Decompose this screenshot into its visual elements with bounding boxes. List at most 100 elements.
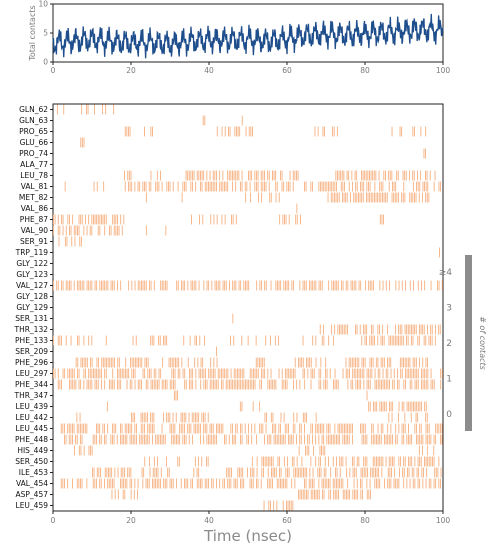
- contact-mark: [185, 478, 187, 489]
- contact-mark: [165, 379, 166, 390]
- contact-mark: [206, 280, 208, 291]
- residue-label: GLY_128: [16, 292, 48, 301]
- contact-mark: [156, 170, 158, 181]
- contact-mark: [298, 467, 300, 478]
- top-y-tick-label: 5: [43, 29, 48, 38]
- contact-mark: [355, 368, 357, 379]
- contact-mark: [353, 192, 355, 203]
- contact-mark: [152, 467, 154, 478]
- contact-mark: [224, 126, 226, 137]
- contact-mark: [182, 423, 184, 434]
- contact-mark: [61, 335, 62, 346]
- contact-mark: [214, 280, 216, 291]
- contact-mark: [250, 192, 251, 203]
- contact-mark: [315, 357, 317, 368]
- contact-mark: [408, 456, 409, 467]
- contact-mark: [349, 368, 350, 379]
- contact-mark: [112, 280, 114, 291]
- contact-mark: [317, 489, 319, 500]
- residue-label: GLY_123: [16, 270, 48, 279]
- contact-mark: [169, 423, 171, 434]
- contact-mark: [406, 478, 408, 489]
- contact-mark: [398, 192, 399, 203]
- contact-mark: [80, 445, 82, 456]
- contact-mark: [168, 467, 170, 478]
- contact-mark: [390, 401, 392, 412]
- contact-mark: [275, 423, 277, 434]
- contact-mark: [369, 280, 371, 291]
- contact-mark: [97, 214, 99, 225]
- contact-mark: [282, 500, 284, 511]
- contact-mark: [208, 280, 210, 291]
- contact-mark: [329, 181, 331, 192]
- contact-mark: [364, 434, 366, 445]
- contact-mark: [276, 478, 278, 489]
- contact-mark: [320, 467, 322, 478]
- contact-mark: [329, 434, 331, 445]
- contact-mark: [124, 181, 126, 192]
- contact-mark: [188, 412, 190, 423]
- contact-mark: [404, 423, 406, 434]
- contact-mark: [343, 324, 345, 335]
- contact-mark: [283, 412, 285, 423]
- contact-mark: [228, 434, 230, 445]
- contact-mark: [381, 467, 383, 478]
- contact-mark: [363, 181, 365, 192]
- contact-mark: [179, 368, 181, 379]
- contact-mark: [235, 434, 237, 445]
- contact-mark: [387, 478, 389, 489]
- contact-mark: [174, 423, 176, 434]
- contact-mark: [423, 335, 425, 346]
- contact-mark: [307, 368, 309, 379]
- heatmap-x-tick-label: 40: [204, 516, 214, 525]
- contact-mark: [352, 456, 353, 467]
- contact-mark: [240, 368, 242, 379]
- contact-mark: [388, 456, 390, 467]
- contact-mark: [390, 368, 392, 379]
- contact-mark: [421, 467, 423, 478]
- contact-mark: [361, 357, 363, 368]
- contact-mark: [276, 434, 278, 445]
- contact-mark: [222, 170, 224, 181]
- contact-mark: [321, 478, 323, 489]
- residue-label: VAL_86: [21, 204, 48, 213]
- contact-mark: [58, 236, 60, 247]
- contact-mark: [398, 280, 400, 291]
- contact-mark: [304, 467, 306, 478]
- contact-mark: [111, 489, 113, 500]
- contact-mark: [363, 434, 365, 445]
- residue-label: PHE_344: [15, 380, 48, 389]
- contact-mark: [196, 467, 198, 478]
- contact-mark: [209, 368, 211, 379]
- contact-mark: [136, 423, 137, 434]
- contact-mark: [126, 423, 128, 434]
- contact-mark: [242, 467, 244, 478]
- contact-mark: [347, 434, 349, 445]
- contact-mark: [161, 181, 163, 192]
- contact-mark: [278, 335, 279, 346]
- contact-mark: [124, 434, 126, 445]
- contact-mark: [155, 368, 157, 379]
- contact-mark: [322, 445, 324, 456]
- contact-mark: [438, 181, 440, 192]
- contact-mark: [110, 280, 112, 291]
- contact-mark: [178, 456, 180, 467]
- contact-mark: [306, 445, 308, 456]
- residue-label: LEU_297: [16, 369, 49, 378]
- contact-mark: [255, 357, 257, 368]
- contact-mark: [381, 401, 382, 412]
- contact-mark: [392, 434, 393, 445]
- contact-mark: [281, 170, 283, 181]
- contact-mark: [129, 379, 131, 390]
- contact-mark: [99, 368, 101, 379]
- contact-mark: [332, 478, 334, 489]
- contact-mark: [388, 478, 390, 489]
- contact-mark: [149, 467, 151, 478]
- contact-mark: [206, 456, 207, 467]
- contact-mark: [128, 170, 130, 181]
- contact-mark: [219, 181, 221, 192]
- contact-mark: [424, 456, 425, 467]
- contact-mark: [219, 478, 221, 489]
- contact-mark: [203, 170, 205, 181]
- contact-mark: [392, 379, 394, 390]
